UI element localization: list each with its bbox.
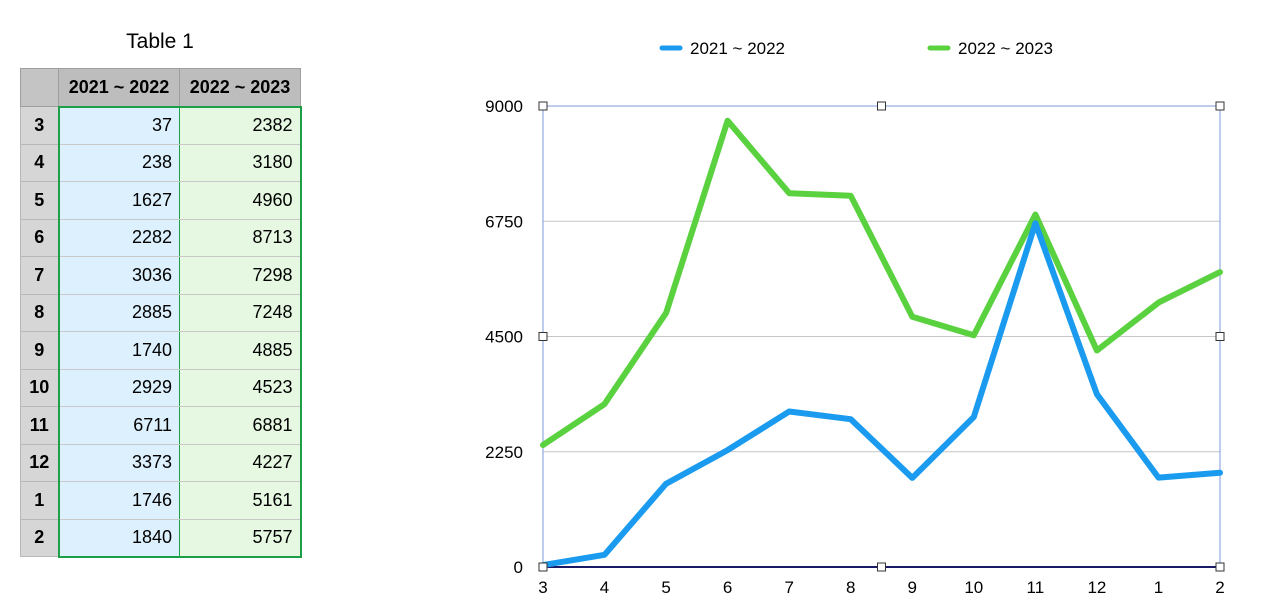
table-row: 6 2282 8713 [20, 218, 302, 257]
row-header: 4 [20, 143, 59, 182]
table-cell: 3373 [57, 444, 180, 482]
table-cell: 4885 [179, 331, 302, 370]
table-row: 2 1840 5757 [20, 518, 302, 558]
x-tick-label: 8 [846, 578, 855, 597]
table-row: 1 1746 5161 [20, 481, 302, 520]
table-row: 10 2929 4523 [20, 368, 302, 407]
table-cell: 3036 [57, 256, 180, 295]
row-header: 10 [20, 368, 59, 407]
x-tick-label: 2 [1215, 578, 1224, 597]
table-cell: 4227 [179, 444, 302, 482]
table-cell: 1840 [57, 519, 180, 558]
row-header: 11 [20, 406, 59, 445]
table-cell: 2929 [57, 369, 180, 407]
table-cell: 37 [57, 105, 180, 145]
x-tick-label: 7 [784, 578, 793, 597]
row-header: 9 [20, 331, 59, 370]
table-cell: 238 [57, 144, 180, 182]
table-row: 3 37 2382 [20, 105, 302, 145]
row-header: 3 [20, 106, 59, 145]
row-header: 5 [20, 181, 59, 220]
table-row: 8 2885 7248 [20, 293, 302, 332]
x-tick-label: 6 [723, 578, 732, 597]
y-tick-label: 4500 [485, 328, 523, 347]
table-cell: 5161 [179, 481, 302, 520]
resize-handle[interactable] [1215, 101, 1225, 111]
column-header-2021-2022: 2021 ~ 2022 [58, 68, 180, 107]
table-cell: 2382 [179, 105, 302, 145]
table-row: 7 3036 7298 [20, 256, 302, 295]
table-corner-cell [20, 68, 59, 107]
resize-handle[interactable] [538, 101, 548, 111]
legend-label: 2022 ~ 2023 [958, 39, 1053, 58]
table-cell: 6711 [57, 406, 180, 445]
x-tick-label: 3 [538, 578, 547, 597]
series-line-2 [540, 117, 1223, 448]
y-tick-label: 6750 [485, 212, 523, 231]
resize-handle[interactable] [538, 332, 548, 341]
table-cell: 2885 [57, 294, 180, 332]
x-tick-label: 10 [964, 578, 983, 597]
x-tick-label: 1 [1154, 578, 1163, 597]
resize-handle[interactable] [1215, 332, 1225, 341]
table-cell: 5757 [179, 519, 302, 558]
table-row: 11 6711 6881 [20, 406, 302, 445]
table-cell: 4960 [179, 181, 302, 220]
resize-handle[interactable] [877, 562, 886, 572]
table-row: 4 238 3180 [20, 143, 302, 182]
table-header-row: 2021 ~ 2022 2022 ~ 2023 [20, 68, 301, 107]
table-cell: 4523 [179, 369, 302, 407]
resize-handle[interactable] [538, 562, 548, 572]
row-header: 6 [20, 218, 59, 257]
x-tick-label: 5 [661, 578, 670, 597]
row-header: 8 [20, 293, 59, 332]
table-row: 5 1627 4960 [20, 181, 302, 220]
table-cell: 7298 [179, 256, 302, 295]
table-cell: 7248 [179, 294, 302, 332]
table-row: 12 3373 4227 [20, 443, 302, 482]
y-tick-label: 9000 [485, 97, 523, 116]
row-header: 2 [20, 518, 59, 557]
resize-handle[interactable] [1215, 562, 1225, 572]
x-tick-label: 9 [908, 578, 917, 597]
column-header-2022-2023: 2022 ~ 2023 [179, 68, 301, 107]
x-tick-label: 11 [1027, 578, 1045, 597]
resize-handle[interactable] [877, 101, 886, 111]
series-line-1 [540, 220, 1223, 569]
table-cell: 1627 [57, 181, 180, 220]
row-header: 7 [20, 256, 59, 295]
table-cell: 3180 [179, 144, 302, 182]
table-cell: 2282 [57, 219, 180, 257]
table-cell: 6881 [179, 406, 302, 445]
row-header: 12 [20, 443, 59, 482]
table-cell: 8713 [179, 219, 302, 257]
x-tick-label: 4 [600, 578, 609, 597]
row-header: 1 [20, 481, 59, 520]
table-cell: 1746 [57, 481, 180, 520]
y-tick-label: 2250 [485, 443, 523, 462]
x-tick-label: 12 [1087, 578, 1106, 597]
table-cell: 1740 [57, 331, 180, 370]
y-tick-label: 0 [514, 558, 523, 577]
legend-label: 2021 ~ 2022 [690, 39, 785, 58]
table-title: Table 1 [126, 30, 194, 53]
table-row: 9 1740 4885 [20, 331, 302, 370]
data-table: 2021 ~ 2022 2022 ~ 2023 3 37 2382 4 238 3180… [20, 68, 302, 558]
